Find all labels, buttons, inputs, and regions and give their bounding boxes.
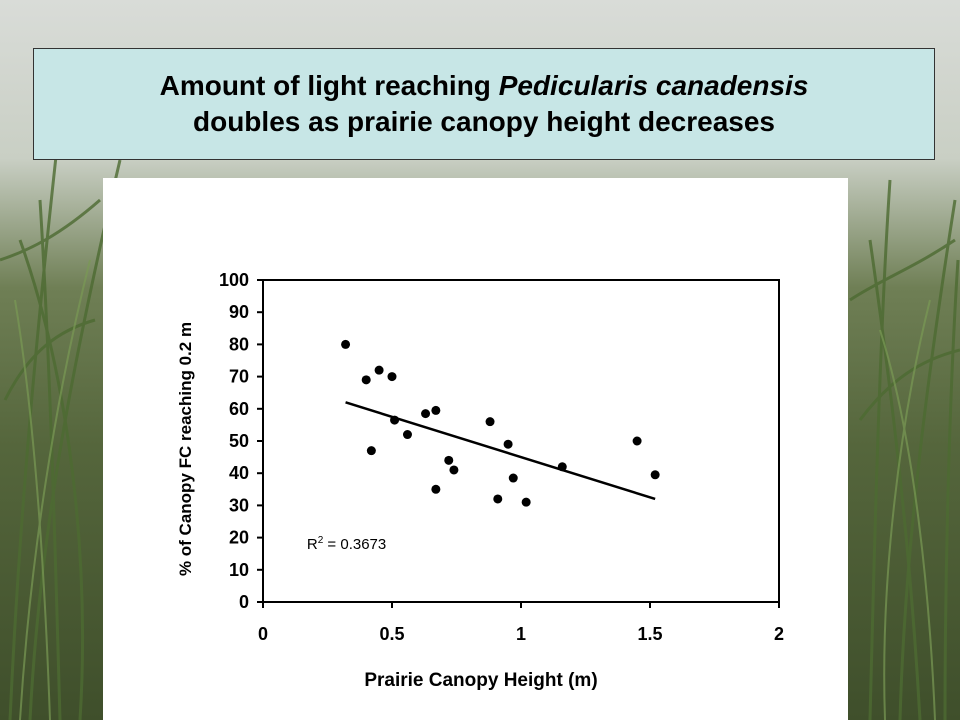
x-tick-label: 2 [774,624,784,644]
r-squared-value: = 0.3673 [323,536,386,553]
data-point [431,405,441,415]
y-axis: 0 10 20 30 40 50 60 70 80 90 100 [219,270,263,612]
y-tick-label: 100 [219,270,249,290]
data-point [632,436,642,446]
chart-panel: 0 10 20 30 40 50 60 70 80 90 100 0 0.5 1 1.5 2 % of Ca… [103,178,848,720]
data-point [493,494,503,504]
slide-title-line-2: doubles as prairie canopy height decreas… [193,106,775,137]
x-tick-label: 1 [516,624,526,644]
y-tick-label: 0 [239,592,249,612]
data-point [431,484,441,494]
y-tick-label: 90 [229,302,249,322]
data-point [444,455,454,465]
data-point [366,446,376,456]
y-tick-label: 20 [229,528,249,548]
x-axis-label: Prairie Canopy Height (m) [364,670,597,691]
x-tick-label: 1.5 [637,624,662,644]
data-point [374,365,384,375]
y-tick-label: 70 [229,367,249,387]
data-point [361,375,371,385]
data-point [521,497,531,507]
r-squared-annotation: R2 = 0.3673 [307,535,386,553]
data-point [508,473,518,483]
r-squared-superscript: 2 [318,535,324,546]
data-point [421,409,431,419]
y-axis-label: % of Canopy FC reaching 0.2 m [176,322,195,576]
data-point [503,439,513,449]
title-text: Amount of light reaching [159,70,499,101]
data-point [341,339,351,349]
y-tick-label: 50 [229,431,249,451]
scatter-chart: 0 10 20 30 40 50 60 70 80 90 100 0 0.5 1 1.5 2 % of Ca… [176,270,784,691]
x-tick-label: 0 [258,624,268,644]
slide-title-line-1: Amount of light reaching Pedicularis can… [160,68,809,104]
x-axis: 0 0.5 1 1.5 2 [258,602,784,644]
data-point [387,372,397,382]
y-tick-label: 40 [229,463,249,483]
x-tick-label: 0.5 [379,624,404,644]
data-point [485,417,495,427]
r-squared-symbol: R [307,536,318,553]
y-tick-label: 60 [229,399,249,419]
trendline [345,401,656,501]
y-tick-label: 80 [229,334,249,354]
data-point [449,465,459,475]
data-point [402,430,412,440]
y-tick-label: 10 [229,560,249,580]
data-points [341,339,660,507]
slide-title-box: Amount of light reaching Pedicularis can… [33,48,935,160]
plot-area-frame [262,279,780,603]
data-point [650,470,660,480]
y-tick-label: 30 [229,495,249,515]
species-name: Pedicularis canadensis [498,70,809,101]
